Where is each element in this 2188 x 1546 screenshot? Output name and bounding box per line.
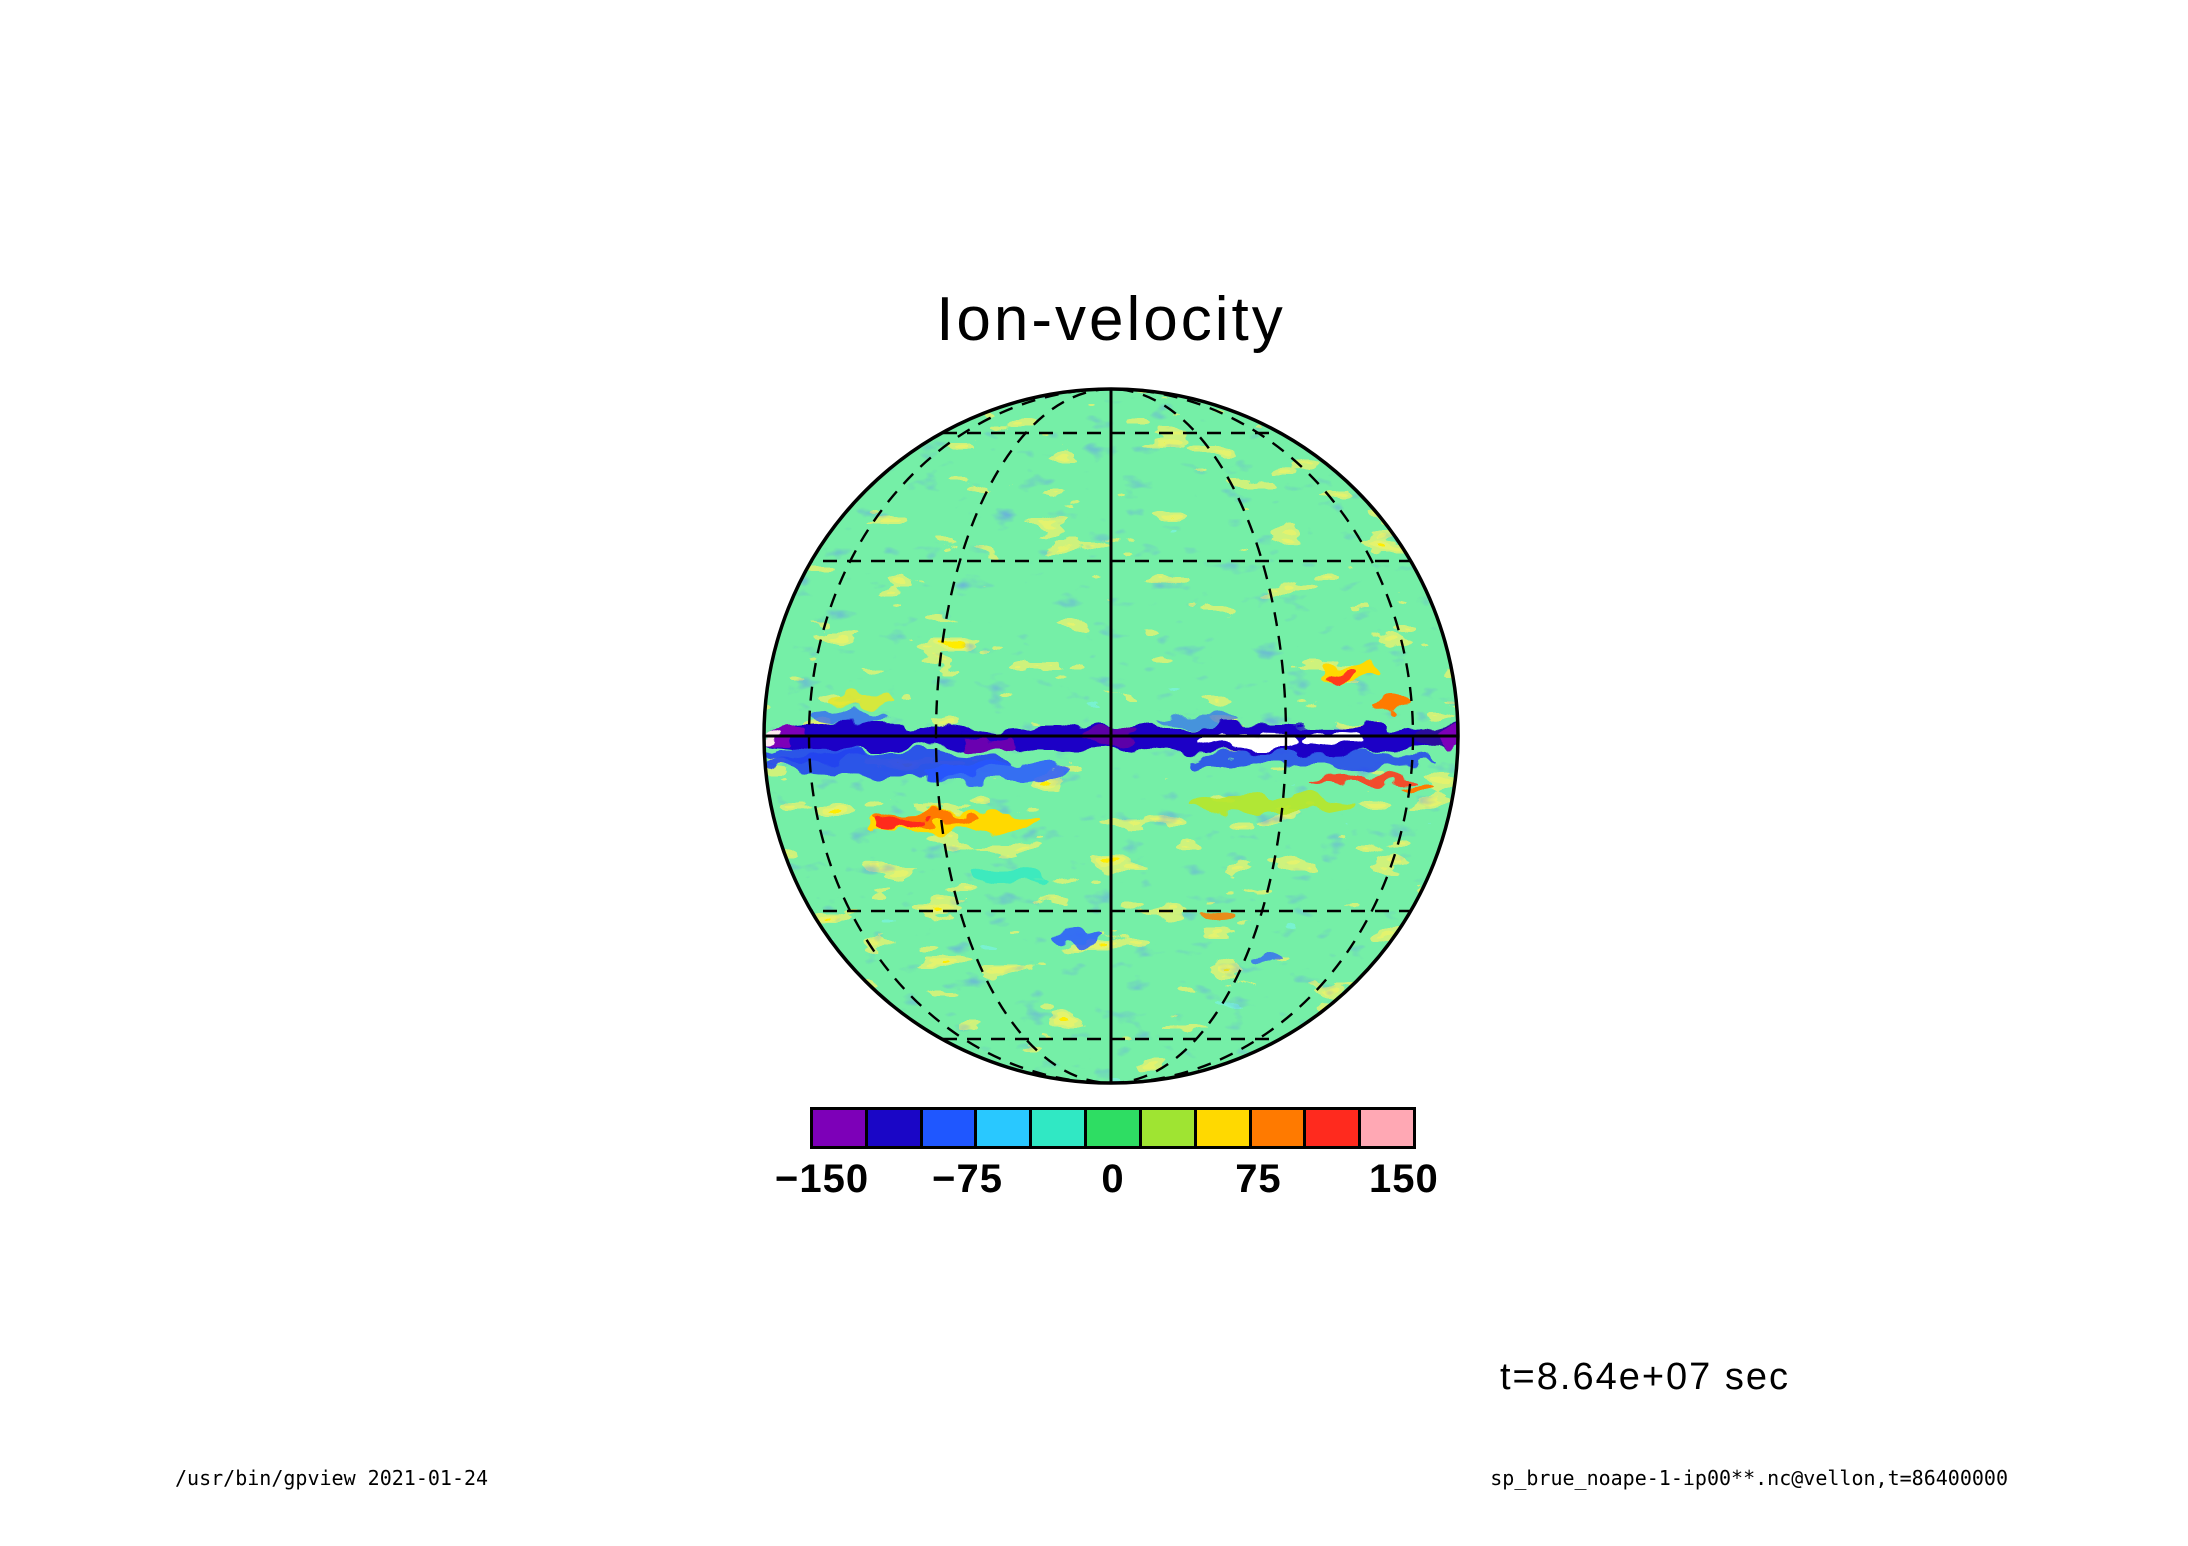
colorbar-segment [1361, 1110, 1413, 1146]
colorbar-segment [813, 1110, 868, 1146]
colorbar-tick-label: −75 [932, 1157, 1003, 1201]
colorbar-segment [1141, 1110, 1197, 1146]
colorbar-segment [1032, 1110, 1088, 1146]
colorbar-segment [977, 1110, 1033, 1146]
colorbar-tick-label: 150 [1369, 1157, 1439, 1201]
globe-map [751, 376, 1471, 1096]
colorbar-tick-label: 0 [1101, 1157, 1125, 1201]
colorbar-segment [1196, 1110, 1252, 1146]
colorbar-segment [867, 1110, 923, 1146]
colorbar-tick-label: −150 [775, 1157, 870, 1201]
graticule-solid [764, 389, 1458, 1083]
colorbar-segment [1306, 1110, 1362, 1146]
colorbar: −150 −75 0 75 150 [775, 1107, 1438, 1211]
time-annotation: t=8.64e+07 sec [1500, 1356, 1790, 1398]
plot-title: Ion-velocity [936, 285, 1286, 354]
globe-outline [762, 387, 1460, 1085]
colorbar-tick-label: 75 [1235, 1157, 1282, 1201]
globe-svg [762, 387, 1460, 1085]
colorbar-ticks: −150 −75 0 75 150 [775, 1157, 1438, 1211]
colorbar-segment [1087, 1110, 1142, 1146]
colorbar-segment [922, 1110, 978, 1146]
colorbar-segment [1251, 1110, 1307, 1146]
footer-filename: sp_brue_noape-1-ip00**.nc@vellon,t=86400… [1490, 1466, 2008, 1490]
colorbar-swatches [810, 1107, 1416, 1149]
footer-command: /usr/bin/gpview 2021-01-24 [175, 1466, 489, 1490]
